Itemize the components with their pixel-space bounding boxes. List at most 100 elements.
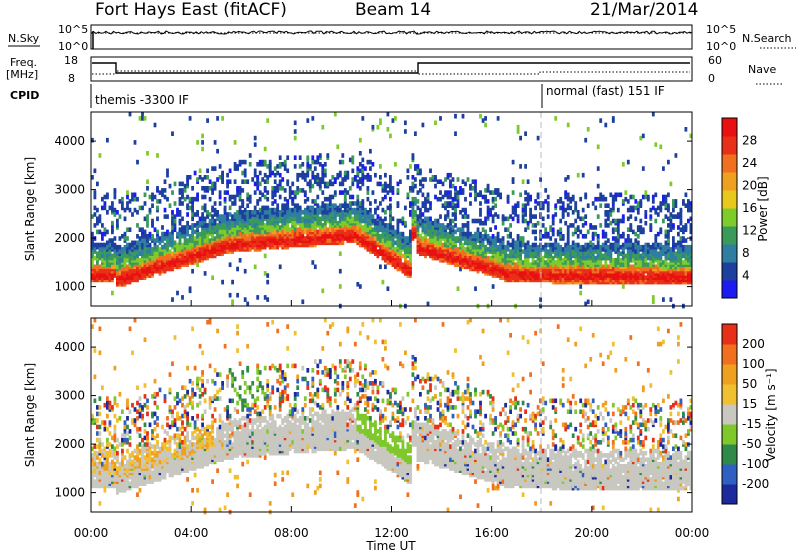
power-cell bbox=[256, 295, 260, 300]
power-cell bbox=[358, 284, 362, 289]
power-cell bbox=[186, 203, 189, 208]
power-cell bbox=[171, 251, 174, 256]
power-cell bbox=[376, 249, 380, 254]
power-cell bbox=[188, 238, 192, 243]
power-cell bbox=[213, 181, 217, 187]
power-cell bbox=[491, 190, 495, 195]
power-cell bbox=[516, 253, 520, 259]
power-cell bbox=[253, 142, 257, 147]
power-cell bbox=[416, 214, 420, 219]
power-cell bbox=[434, 218, 437, 224]
power-cell bbox=[178, 181, 182, 187]
power-cell bbox=[118, 214, 122, 219]
power-cell bbox=[146, 151, 149, 156]
power-cell bbox=[616, 242, 620, 248]
power-cell bbox=[226, 183, 229, 189]
power-cell bbox=[326, 238, 330, 243]
power-cell bbox=[171, 131, 174, 136]
power-cell bbox=[409, 164, 412, 169]
power-cell bbox=[434, 229, 437, 235]
power-cell bbox=[338, 251, 342, 256]
power-cell bbox=[98, 229, 102, 235]
power-cell bbox=[531, 214, 535, 219]
power-cell bbox=[634, 199, 638, 204]
power-cell bbox=[191, 216, 194, 222]
power-cell bbox=[389, 133, 392, 139]
power-cell bbox=[406, 168, 410, 174]
power-cell bbox=[644, 251, 648, 256]
power-cell bbox=[108, 238, 112, 243]
power-cell bbox=[133, 196, 137, 202]
power-cell bbox=[376, 227, 380, 232]
power-cell bbox=[333, 210, 337, 215]
power-cell bbox=[524, 218, 527, 224]
power-cell bbox=[449, 179, 452, 184]
power-cell bbox=[263, 172, 267, 178]
power-cell bbox=[682, 266, 685, 272]
power-cell bbox=[301, 188, 305, 193]
power-cell bbox=[273, 179, 277, 184]
power-cell bbox=[531, 223, 535, 228]
power-cell bbox=[484, 234, 487, 239]
power-cell bbox=[429, 177, 432, 182]
power-cell bbox=[233, 212, 237, 217]
power-cell bbox=[469, 192, 472, 198]
power-cell bbox=[356, 225, 360, 230]
power-cell bbox=[606, 223, 610, 228]
power-cell bbox=[454, 207, 457, 213]
power-cell bbox=[459, 231, 462, 237]
power-cell bbox=[128, 242, 132, 248]
power-cell bbox=[263, 186, 267, 191]
power-cell bbox=[208, 179, 212, 184]
power-cell bbox=[151, 247, 154, 252]
power-cell bbox=[424, 177, 427, 182]
power-cell bbox=[158, 255, 162, 261]
power-cell bbox=[672, 214, 675, 219]
power-cell bbox=[106, 253, 109, 259]
power-cell bbox=[551, 247, 555, 252]
power-cell bbox=[576, 225, 580, 230]
power-cell bbox=[614, 262, 618, 267]
power-cell bbox=[153, 122, 157, 128]
power-cell bbox=[193, 223, 197, 228]
power-cell bbox=[96, 181, 99, 187]
power-cell bbox=[138, 205, 142, 211]
power-cell bbox=[629, 251, 633, 256]
power-cell bbox=[216, 210, 219, 215]
power-cell bbox=[516, 214, 520, 219]
power-cell bbox=[514, 277, 517, 283]
power-cell bbox=[672, 207, 675, 213]
power-cell bbox=[411, 175, 415, 180]
power-cell bbox=[211, 166, 214, 171]
power-cell bbox=[446, 231, 450, 237]
power-cell bbox=[316, 229, 320, 235]
power-cell bbox=[364, 166, 367, 171]
power-cell bbox=[186, 194, 189, 200]
power-cell bbox=[103, 227, 107, 232]
power-cell bbox=[181, 181, 184, 187]
power-cell bbox=[679, 218, 683, 224]
power-cell bbox=[424, 238, 427, 243]
power-cell bbox=[276, 203, 280, 208]
power-cell bbox=[509, 214, 512, 219]
freq-tick-bottom: 8 bbox=[68, 72, 75, 85]
power-cell bbox=[406, 236, 410, 241]
power-cell bbox=[664, 260, 668, 265]
power-cell bbox=[684, 266, 688, 272]
power-cell bbox=[549, 271, 553, 276]
power-cell bbox=[556, 251, 560, 256]
power-cell bbox=[196, 210, 199, 215]
power-cell bbox=[106, 240, 109, 246]
power-cell bbox=[201, 240, 204, 246]
power-cell bbox=[288, 227, 292, 232]
power-cell bbox=[226, 220, 229, 226]
power-cell bbox=[346, 190, 350, 195]
power-cell bbox=[316, 194, 320, 200]
power-cell bbox=[679, 214, 683, 219]
power-cell bbox=[118, 199, 122, 204]
power-cell bbox=[258, 196, 262, 202]
power-cell bbox=[391, 216, 395, 222]
power-cell bbox=[471, 234, 475, 239]
power-cell bbox=[446, 223, 450, 228]
